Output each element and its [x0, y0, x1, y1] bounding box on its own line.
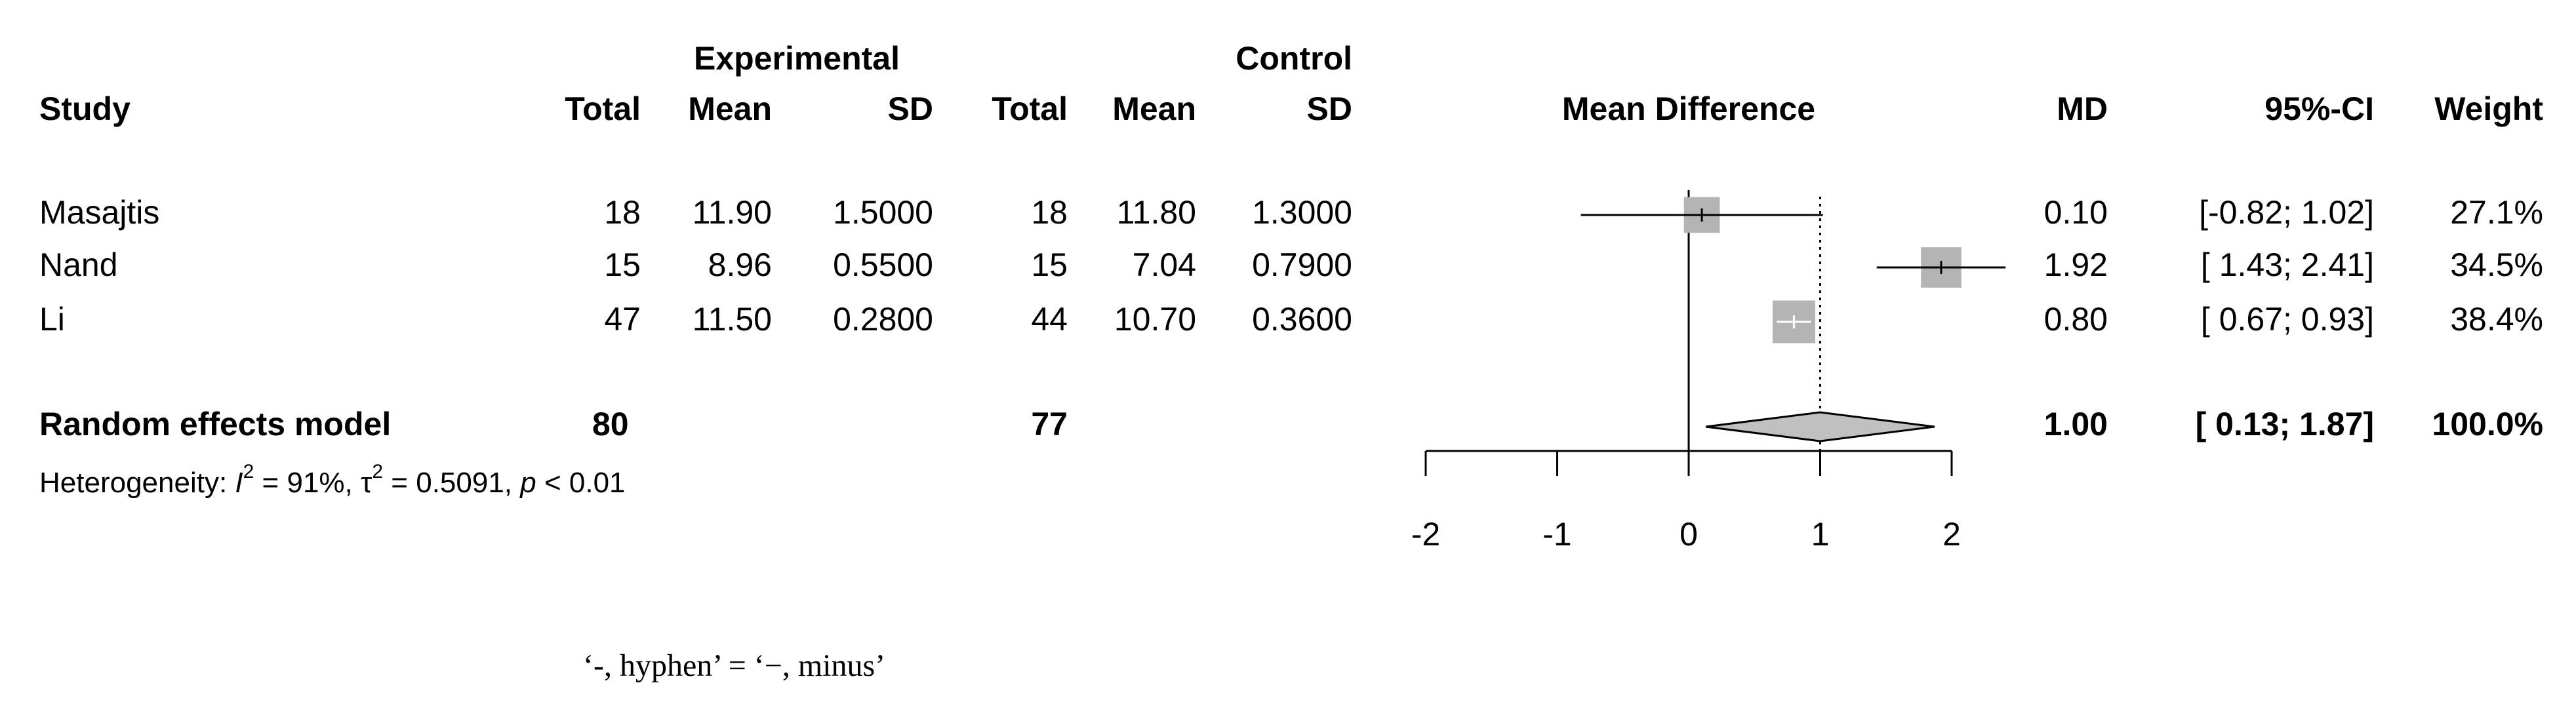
x-tick-label: 2	[1942, 516, 1961, 553]
table-cell: 1.5000	[833, 194, 933, 231]
table-cell: 11.50	[693, 301, 772, 338]
weight-label: 38.4%	[2450, 301, 2543, 338]
het-text: < 0.01	[536, 467, 626, 499]
het-text: p	[519, 467, 536, 499]
table-cell: 11.80	[1117, 194, 1196, 231]
study-name: Masajtis	[39, 194, 159, 231]
column-header: Mean Difference	[1562, 90, 1815, 127]
table-cell: 15	[1031, 246, 1068, 283]
table-cell: 44	[1031, 301, 1068, 338]
table-cell: 47	[604, 301, 641, 338]
pooled-md: 1.00	[2044, 406, 2108, 442]
column-header: Total	[565, 90, 641, 127]
table-cell: 18	[604, 194, 641, 231]
het-text: τ	[361, 467, 372, 499]
study-name: Li	[39, 301, 65, 338]
column-header: MD	[2057, 90, 2108, 127]
column-header: Total	[992, 90, 1068, 127]
pooled-name: Random effects model	[39, 406, 391, 442]
table-cell: 15	[604, 246, 641, 283]
x-tick-label: 0	[1680, 516, 1698, 553]
x-tick-label: -2	[1411, 516, 1440, 553]
md-label: 0.10	[2044, 194, 2108, 231]
column-header: Mean	[1112, 90, 1196, 127]
het-text: = 91%,	[254, 467, 361, 499]
weight-label: 27.1%	[2450, 194, 2543, 231]
pooled-total: 77	[1031, 406, 1068, 442]
weight-label: 34.5%	[2450, 246, 2543, 283]
het-text: Heterogeneity:	[39, 467, 235, 499]
table-cell: 0.2800	[833, 301, 933, 338]
column-header: SD	[888, 90, 933, 127]
ci-label: [-0.82; 1.02]	[2199, 194, 2374, 231]
pooled-weight: 100.0%	[2432, 406, 2543, 442]
column-header: Mean	[688, 90, 772, 127]
column-header: 95%-CI	[2264, 90, 2374, 127]
table-cell: 0.7900	[1252, 246, 1352, 283]
pooled-diamond	[1705, 411, 1935, 442]
ci-label: [ 0.67; 0.93]	[2201, 301, 2374, 338]
column-header: SD	[1307, 90, 1352, 127]
group-header: Experimental	[694, 40, 900, 77]
het-text: 2	[372, 461, 383, 482]
table-cell: 7.04	[1133, 246, 1196, 283]
het-text: 2	[243, 461, 254, 482]
column-header: Study	[39, 90, 131, 127]
x-tick-label: -1	[1542, 516, 1571, 553]
table-cell: 1.3000	[1252, 194, 1352, 231]
pooled-ci: [ 0.13; 1.87]	[2196, 406, 2374, 442]
table-cell: 11.90	[693, 194, 772, 231]
caption: ‘-, hyphen’ = ‘−, minus’	[583, 648, 885, 683]
ci-label: [ 1.43; 2.41]	[2201, 246, 2374, 283]
table-cell: 10.70	[1114, 301, 1196, 338]
study-name: Nand	[39, 246, 118, 283]
group-header: Control	[1236, 40, 1352, 77]
table-cell: 8.96	[708, 246, 772, 283]
md-label: 0.80	[2044, 301, 2108, 338]
table-cell: 18	[1031, 194, 1068, 231]
pooled-total: 80	[592, 406, 629, 442]
heterogeneity: Heterogeneity: I2 = 91%, τ2 = 0.5091, p …	[39, 461, 626, 499]
x-tick-label: 1	[1811, 516, 1830, 553]
table-cell: 0.5500	[833, 246, 933, 283]
het-text: I	[235, 467, 243, 499]
het-text: = 0.5091,	[383, 467, 520, 499]
md-label: 1.92	[2044, 246, 2108, 283]
table-cell: 0.3600	[1252, 301, 1352, 338]
column-header: Weight	[2434, 90, 2543, 127]
